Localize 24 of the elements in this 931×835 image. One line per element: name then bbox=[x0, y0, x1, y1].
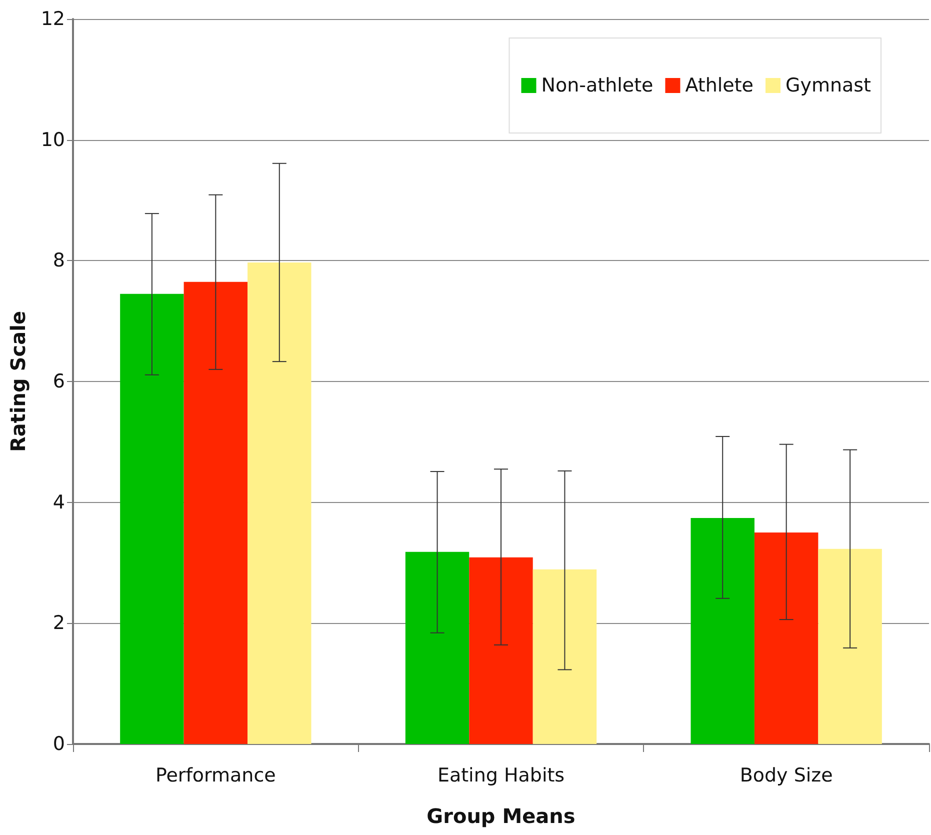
legend-label: Gymnast bbox=[785, 74, 872, 96]
bar bbox=[754, 532, 818, 744]
y-axis-title: Rating Scale bbox=[6, 310, 30, 452]
legend-label: Non-athlete bbox=[541, 74, 654, 96]
bar bbox=[184, 282, 248, 744]
x-tick-label: Performance bbox=[155, 764, 276, 786]
y-tick-label: 2 bbox=[52, 612, 65, 634]
y-tick-label: 10 bbox=[40, 128, 65, 151]
legend-label: Athlete bbox=[685, 74, 754, 96]
bar bbox=[690, 518, 754, 744]
bar bbox=[469, 557, 533, 744]
bar bbox=[248, 262, 312, 744]
y-tick-label: 8 bbox=[52, 250, 65, 272]
bar bbox=[120, 294, 184, 744]
y-tick-label: 6 bbox=[52, 370, 65, 392]
y-tick-label: 0 bbox=[52, 733, 65, 755]
y-tick-label: 12 bbox=[40, 8, 65, 30]
bar bbox=[818, 548, 882, 744]
x-tick-label: Eating Habits bbox=[437, 764, 565, 786]
x-tick-label: Body Size bbox=[740, 764, 833, 786]
bar bbox=[405, 552, 470, 744]
y-tick-label: 4 bbox=[52, 491, 65, 514]
x-axis-title: Group Means bbox=[426, 804, 576, 828]
bar bbox=[532, 569, 597, 744]
